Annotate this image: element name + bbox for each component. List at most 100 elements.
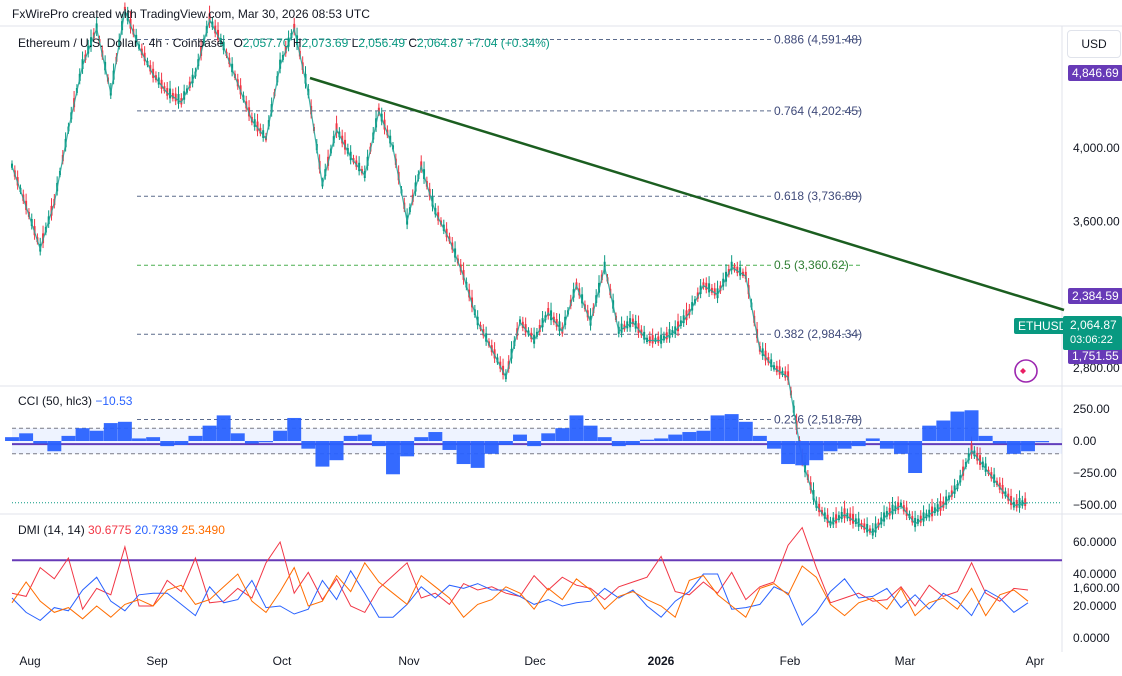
cci-bar — [202, 425, 217, 441]
symbol-name[interactable]: Ethereum / U.S. Dollar · 4h · Coinbase — [18, 36, 224, 50]
candle-body — [637, 323, 640, 333]
cci-bar — [625, 441, 640, 445]
trendline — [309, 76, 1065, 312]
cci-bar — [343, 435, 358, 441]
cci-bar — [513, 434, 527, 441]
candle-body — [665, 332, 668, 340]
candle-body — [919, 515, 922, 523]
candle-body — [677, 321, 680, 332]
cci-bar — [795, 441, 810, 466]
candle-body — [651, 335, 654, 344]
cci-bar — [809, 441, 824, 461]
cci-bar — [442, 441, 457, 450]
cci-bar — [216, 415, 231, 441]
cci-bar — [950, 411, 965, 441]
dmi-label[interactable]: DMI (14, 14) — [18, 523, 85, 537]
candle-body — [953, 485, 956, 494]
cci-label[interactable]: CCI (50, hlc3) — [18, 394, 93, 408]
last-price-tag: 2,064.87 03:06:22 — [1063, 316, 1122, 350]
cci-bar — [47, 441, 62, 452]
dmi-legend[interactable]: DMI (14, 14) 30.6775 20.7339 25.3490 — [18, 523, 225, 537]
candle-body — [984, 463, 987, 472]
time-tick-7: Mar — [895, 654, 916, 668]
price-tick-1: 4,000.00 — [1073, 141, 1120, 155]
time-tick-6: Feb — [780, 654, 801, 668]
credit-line: FxWirePro created with TradingView.com, … — [12, 7, 370, 21]
cci-bar — [865, 438, 880, 441]
candle-body — [894, 505, 897, 512]
cci-bar — [5, 437, 19, 441]
candle-body — [945, 496, 948, 505]
sparkle-star — [1020, 368, 1026, 374]
time-tick-4: Dec — [524, 654, 545, 668]
cci-bar — [357, 434, 372, 441]
cci-tick-0: 250.00 — [1073, 402, 1110, 416]
candle-body — [818, 503, 821, 513]
cci-bar — [654, 438, 669, 441]
cci-bar — [188, 435, 203, 441]
candle-body — [1018, 498, 1021, 508]
cci-bar — [75, 428, 90, 441]
cci-legend[interactable]: CCI (50, hlc3) −10.53 — [18, 394, 132, 408]
bar-countdown: 03:06:22 — [1070, 334, 1113, 346]
cci-bar — [696, 430, 711, 441]
candle-body — [736, 266, 739, 274]
cci-bar — [724, 414, 739, 441]
candle-body — [914, 517, 917, 528]
cci-bar — [555, 428, 570, 441]
cci-bar — [132, 438, 146, 441]
cci-bar — [583, 425, 598, 441]
candle-body — [152, 68, 155, 78]
cci-tick-1: 0.00 — [1073, 434, 1097, 448]
cci-bar — [174, 441, 189, 445]
candle-body — [849, 513, 852, 522]
candle-body — [171, 93, 174, 99]
candle-body — [174, 93, 177, 102]
cci-bar — [103, 423, 118, 441]
cci-bar — [597, 437, 612, 441]
cci-bar — [301, 441, 316, 449]
dmi-minus-value: 20.7339 — [134, 523, 179, 537]
candle-body — [993, 474, 996, 483]
close-value: 2,064.87 — [417, 36, 464, 50]
cci-bar — [315, 441, 330, 467]
candle-body — [730, 261, 733, 271]
last-price: 2,064.87 — [1070, 318, 1117, 332]
candle-body — [626, 321, 629, 329]
candle-body — [685, 310, 688, 321]
candle-body — [524, 324, 527, 333]
close-label: C — [408, 36, 418, 50]
cci-bar — [259, 441, 273, 443]
candle-body — [866, 523, 869, 533]
candle-body — [784, 371, 787, 378]
dmi-adx-value: 25.3490 — [181, 523, 225, 537]
candle-body — [705, 282, 708, 290]
candle-body — [905, 507, 908, 516]
time-tick-1: Sep — [146, 654, 168, 668]
sparkle-icon — [1014, 359, 1038, 383]
high-value: 2,073.69 — [301, 36, 349, 50]
candle-body — [922, 512, 925, 522]
candle-body — [1024, 498, 1027, 507]
candle-body — [897, 502, 900, 511]
cci-bar — [117, 421, 132, 441]
cci-bar — [908, 441, 923, 473]
cci-bar — [894, 441, 908, 454]
symbol-tag: ETHUSD — [1014, 318, 1072, 334]
candle-body — [208, 13, 211, 24]
cci-bar — [964, 410, 979, 441]
candle-body — [739, 267, 742, 276]
cci-bar — [386, 441, 400, 475]
price-tick-5: 1,600.00 — [1073, 581, 1120, 595]
currency-button[interactable]: USD — [1067, 30, 1121, 58]
dmi-tick-0: 60.0000 — [1073, 535, 1117, 549]
candle-body — [1010, 495, 1013, 506]
cci-bar — [879, 441, 894, 449]
candle-body — [770, 359, 773, 368]
symbol-legend[interactable]: Ethereum / U.S. Dollar · 4h · Coinbase O… — [18, 36, 550, 50]
candle-body — [843, 508, 846, 519]
cci-bar — [456, 441, 471, 465]
candles-group — [11, 2, 1027, 539]
candle-body — [262, 130, 265, 138]
